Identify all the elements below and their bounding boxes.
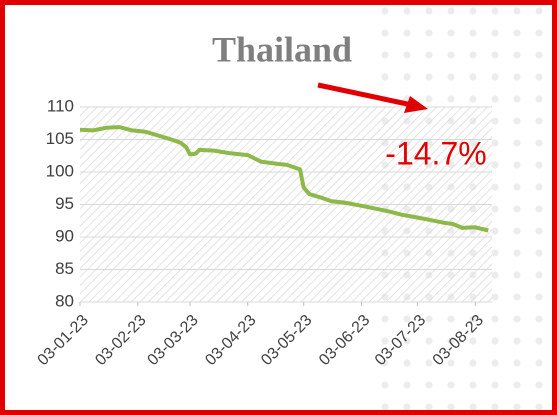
y-tick-label: 95: [55, 194, 74, 213]
y-tick-label: 80: [55, 291, 74, 310]
y-tick-label: 100: [46, 161, 74, 180]
y-tick-label: 110: [47, 96, 74, 115]
y-tick-label: 105: [46, 129, 74, 148]
arrow-head: [404, 96, 428, 113]
annotation: -14.7%: [385, 135, 486, 171]
chart-title: Thailand: [212, 29, 352, 69]
arrow: [317, 82, 413, 108]
y-tick-label: 90: [55, 226, 74, 245]
data-line: [79, 125, 489, 233]
y-tick-label: 85: [55, 259, 74, 278]
